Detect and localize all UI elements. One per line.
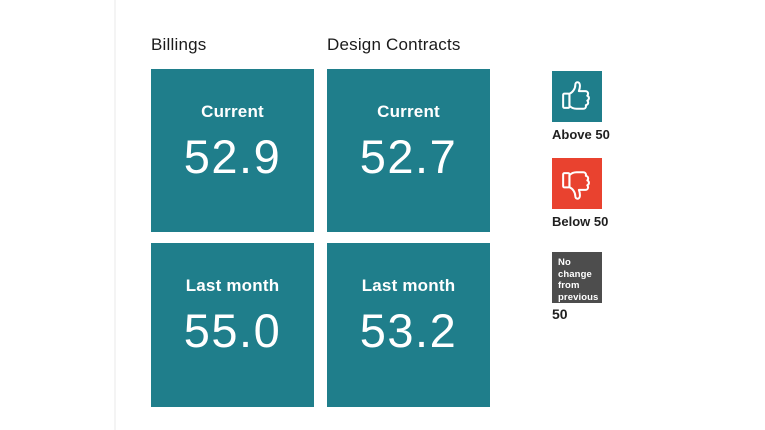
tile-value: 52.9: [183, 130, 282, 183]
tile-period-label: Last month: [361, 276, 456, 295]
tile-period-label: Current: [377, 102, 440, 121]
legend-above-swatch: [552, 71, 602, 122]
legend-above-label: Above 50: [552, 127, 610, 142]
column-title-design-contracts: Design Contracts: [327, 35, 461, 54]
tile-period-label: Current: [201, 102, 264, 121]
tile-value: 55.0: [183, 304, 282, 357]
frame-divider-line: [114, 0, 116, 430]
thumbs-down-icon: [562, 170, 590, 200]
tile-design-contracts-last-month: Last month 53.2: [327, 243, 490, 407]
legend-below-swatch: [552, 158, 602, 209]
tile-period-label: Last month: [185, 276, 280, 295]
tile-billings-current: Current 52.9: [151, 69, 314, 232]
legend-below-label: Below 50: [552, 214, 609, 229]
tile-value: 52.7: [359, 130, 458, 183]
column-title-billings: Billings: [151, 35, 207, 54]
tile-value: 53.2: [359, 304, 458, 357]
legend-neutral-box-text: No change from previous period: [558, 257, 599, 314]
legend-neutral-swatch: No change from previous period: [552, 252, 602, 314]
legend-neutral-label: 50: [552, 306, 568, 322]
tile-design-contracts-current: Current 52.7: [327, 69, 490, 232]
thumbs-up-icon: [562, 80, 590, 110]
tile-billings-last-month: Last month 55.0: [151, 243, 314, 407]
